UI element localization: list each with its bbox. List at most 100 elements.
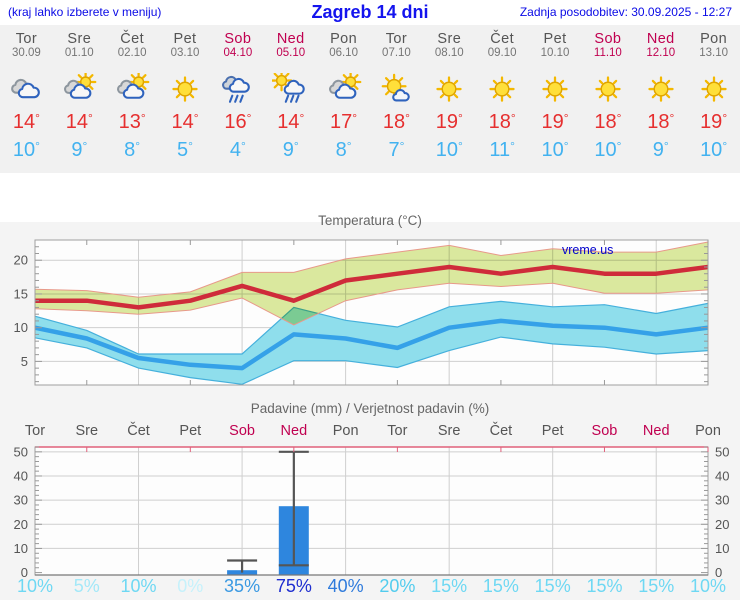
weather-icon (317, 71, 370, 107)
day-name: Tor (15, 31, 38, 47)
weather-icon (581, 73, 634, 107)
temp-y-tick-label: 20 (14, 253, 28, 268)
precip-y-tick-label: 30 (14, 493, 28, 508)
weather-icon (0, 73, 53, 107)
low-temperature: 8° (335, 139, 352, 161)
precip-probability-label: 15% (482, 576, 519, 596)
high-temperature: 14° (12, 111, 40, 133)
forecast-day-column: Tor 30.09 14° 10° (0, 25, 53, 173)
partly-cloudy-icon (117, 71, 150, 99)
day-date: 09.10 (487, 47, 517, 59)
precip-probability-label: 15% (534, 576, 571, 596)
forecast-day-column: Ned 05.10 14° 9° (264, 25, 317, 173)
day-name: Pon (700, 31, 728, 47)
precip-y-tick-label: 30 (715, 493, 729, 508)
low-temperature: 10° (541, 139, 569, 161)
weather-icon (634, 73, 687, 107)
day-date: 01.10 (64, 47, 94, 59)
high-temperature: 18° (594, 111, 622, 133)
weather-icon (423, 73, 476, 107)
high-temperature: 17° (330, 111, 358, 133)
forecast-day-column: Sre 08.10 19° 10° (423, 25, 476, 173)
sunny-icon (648, 76, 674, 102)
forecast-strip: Tor 30.09 14° 10° Sre 01.10 14° 9° Čet 02.10 13° 8°… (0, 25, 740, 173)
precipitation-probability-row: 10% 5% 10% 0% 35% 75% 40% 20% 15% 15% 15% 15% 15% 10% (0, 576, 740, 598)
low-temperature: 10° (700, 139, 728, 161)
low-temperature: 10° (435, 139, 463, 161)
low-temperature: 9° (282, 139, 299, 161)
forecast-day-column: Sob 11.10 18° 10° (581, 25, 634, 173)
precip-y-tick-label: 20 (14, 517, 28, 532)
precip-probability-label: 75% (275, 576, 312, 596)
weather-icon (211, 73, 264, 107)
high-temperature: 19° (541, 111, 569, 133)
day-name: Sre (437, 31, 462, 47)
temp-y-tick-label: 5 (21, 354, 28, 369)
day-date: 30.09 (12, 47, 41, 59)
day-name: Tor (385, 31, 408, 47)
precip-probability-label: 40% (327, 576, 364, 596)
precip-y-tick-label: 10 (715, 541, 729, 556)
day-name: Pet (543, 31, 567, 47)
day-date: 03.10 (170, 47, 200, 59)
day-date: 07.10 (382, 47, 411, 59)
precip-day-label: Sre (437, 423, 461, 439)
day-name: Ned (276, 31, 305, 47)
precip-probability-label: 10% (16, 576, 54, 596)
precip-probability-label: 15% (431, 576, 468, 596)
day-name: Pon (330, 31, 358, 47)
precip-y-tick-label: 40 (14, 468, 28, 483)
low-temperature: 10° (12, 139, 40, 161)
cloudy-icon (11, 78, 41, 99)
day-date: 08.10 (434, 47, 464, 59)
mostly-sunny-icon (382, 73, 411, 102)
forecast-day-column: Čet 02.10 13° 8° (106, 25, 159, 173)
day-date: 13.10 (699, 47, 728, 59)
precip-day-label: Pet (541, 423, 564, 439)
low-temperature: 10° (594, 139, 622, 161)
weather-icon (370, 73, 423, 107)
temperature-chart-title: Temperatura (°C) (318, 213, 422, 228)
high-temperature: 18° (488, 111, 516, 133)
forecast-day-column: Tor 07.10 18° 7° (370, 25, 423, 173)
high-temperature: 16° (224, 111, 252, 133)
weather-icon (687, 73, 740, 107)
partly-cloudy-icon (328, 71, 361, 99)
sunny-icon (489, 76, 515, 102)
precip-y-tick-label: 50 (14, 444, 28, 459)
precip-probability-label: 0% (177, 576, 204, 596)
precip-y-tick-label: 10 (14, 541, 28, 556)
precip-y-tick-label: 20 (715, 517, 729, 532)
high-temperature: 19° (700, 111, 728, 133)
precip-probability-label: 10% (120, 576, 157, 596)
temperature-chart: 5 10 15 20 vreme.us (0, 235, 740, 395)
watermark-link[interactable]: vreme.us (562, 243, 613, 257)
precip-probability-label: 10% (689, 576, 727, 596)
precip-day-label: Sob (229, 423, 255, 439)
day-name: Sob (224, 31, 252, 47)
sun-rain-icon (270, 69, 305, 103)
day-date: 10.10 (540, 47, 570, 59)
precipitation-chart-title: Padavine (mm) / Verjetnost padavin (%) (250, 401, 490, 416)
precip-y-tick-label: 50 (715, 444, 729, 459)
day-date: 02.10 (117, 47, 147, 59)
high-temperature: 18° (647, 111, 675, 133)
high-temperature: 14° (171, 111, 199, 133)
day-name: Čet (120, 31, 145, 47)
low-temperature: 9° (652, 139, 669, 161)
sunny-icon (542, 76, 568, 102)
temp-y-tick-label: 10 (14, 320, 28, 335)
page-title: Zagreb 14 dni (311, 2, 429, 22)
partly-cloudy-icon (64, 71, 97, 99)
precip-day-label: Sob (591, 423, 618, 439)
precip-day-label: Sre (75, 423, 99, 439)
day-date: 04.10 (223, 47, 253, 59)
precip-day-label: Pon (695, 423, 721, 439)
day-date: 05.10 (276, 47, 306, 59)
weather-icon (529, 73, 582, 107)
precip-y-tick-label: 0 (21, 565, 28, 579)
precipitation-chart: 0 0 10 10 20 20 30 30 40 40 50 50 (0, 443, 740, 580)
forecast-day-column: Sob 04.10 16° 4° (211, 25, 264, 173)
low-temperature: 7° (388, 139, 405, 161)
rain-icon (221, 75, 250, 103)
